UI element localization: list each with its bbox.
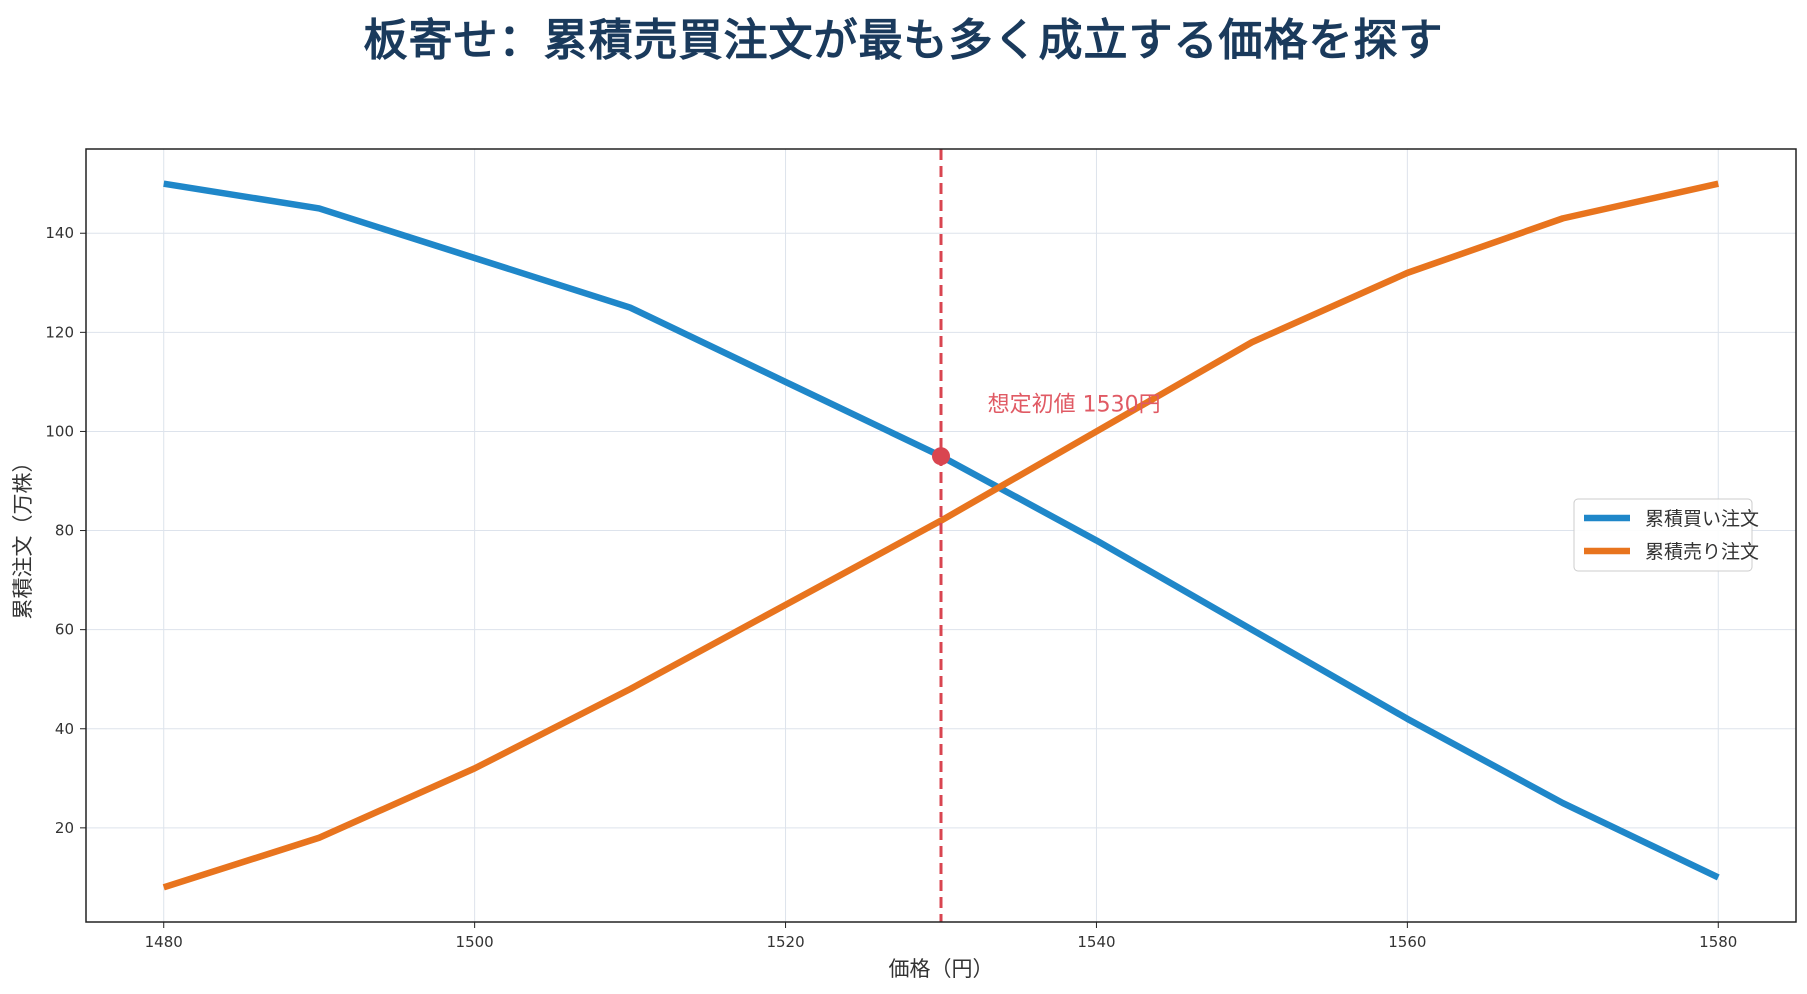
y-tick-label: 80	[55, 522, 74, 540]
grid	[86, 149, 1796, 922]
y-axis-label: 累積注文（万株）	[11, 452, 35, 620]
x-axis-label: 価格（円）	[889, 957, 994, 981]
annotation-label: 想定初値 1530円	[988, 393, 1161, 418]
x-tick-label: 1480	[145, 933, 183, 951]
y-tick-label: 60	[55, 621, 74, 639]
plot-frame	[85, 148, 1797, 923]
y-tick-label: 20	[55, 819, 74, 837]
legend-label: 累積売り注文	[1645, 541, 1759, 563]
series-line	[162, 180, 1719, 891]
x-tick-label: 1560	[1388, 933, 1426, 951]
y-tick-label: 140	[45, 224, 74, 242]
y-tick-label: 40	[55, 720, 74, 738]
legend-label: 累積買い注文	[1645, 508, 1759, 530]
x-tick-label: 1520	[766, 933, 804, 951]
x-tick-label: 1580	[1699, 933, 1737, 951]
equilibrium-point	[932, 447, 950, 466]
y-tick-label: 100	[45, 422, 74, 440]
x-tick-label: 1540	[1077, 933, 1115, 951]
chart-title: 板寄せ：累積売買注文が最も多く成立する価格を探す	[363, 15, 1444, 66]
y-tick-label: 120	[45, 323, 74, 341]
x-tick-label: 1500	[456, 933, 494, 951]
